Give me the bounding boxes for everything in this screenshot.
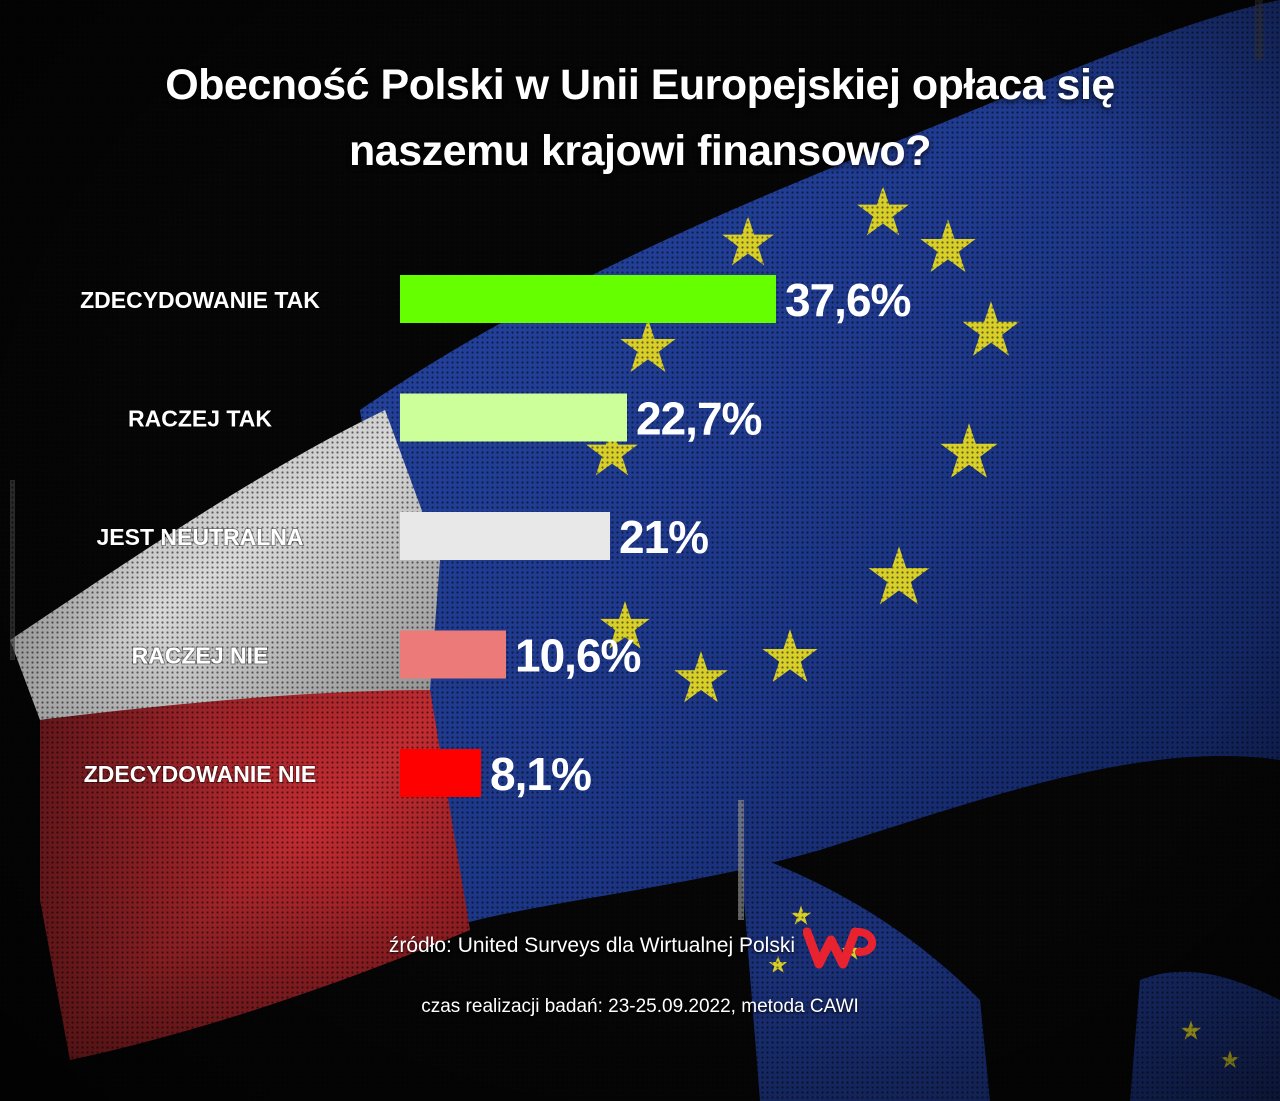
bar xyxy=(400,275,776,323)
chart-title-line-1: Obecność Polski w Unii Europejskiej opła… xyxy=(165,61,1115,109)
wp-logo-icon[interactable] xyxy=(803,922,879,972)
category-label: ZDECYDOWANIE NIE xyxy=(84,761,317,787)
value-label: 8,1% xyxy=(490,748,591,800)
category-label: JEST NEUTRALNA xyxy=(96,524,303,550)
value-label: 10,6% xyxy=(515,630,641,682)
source-note: źródło: United Surveys dla Wirtualnej Po… xyxy=(388,934,795,957)
category-label: RACZEJ TAK xyxy=(128,406,272,432)
fieldwork-note: czas realizacji badań: 23-25.09.2022, me… xyxy=(421,996,859,1017)
chart-title-line-2: naszemu krajowi finansowo? xyxy=(349,127,931,175)
value-label: 22,7% xyxy=(636,393,762,445)
bar xyxy=(400,749,481,797)
value-label: 37,6% xyxy=(785,274,911,326)
bar xyxy=(400,630,506,679)
bar xyxy=(400,393,627,442)
category-label: RACZEJ NIE xyxy=(132,643,269,669)
value-label: 21% xyxy=(619,511,708,563)
category-label: ZDECYDOWANIE TAK xyxy=(80,287,320,313)
chart-title: Obecność Polski w Unii Europejskiej opła… xyxy=(40,52,1240,184)
bar xyxy=(400,512,610,560)
